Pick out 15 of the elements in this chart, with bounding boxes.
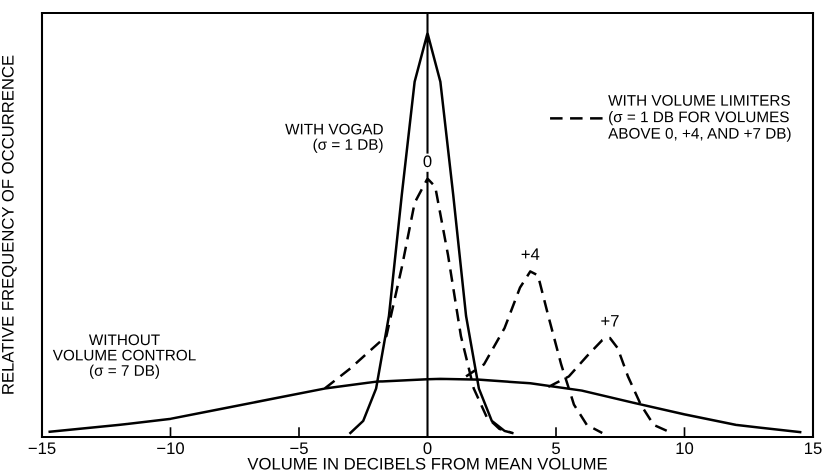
x-tick-label: 15	[805, 442, 822, 454]
y-axis-title: RELATIVE FREQUENCY OF OCCURRENCE	[2, 56, 17, 394]
x-tick-label: −5	[290, 442, 308, 454]
legend-label: WITH VOLUME LIMITERS (σ = 1 DB FOR VOLUMES ABOVE 0, +4, AND +7 DB)	[608, 94, 791, 142]
annotation: 0	[424, 155, 432, 168]
x-tick-label: 5	[552, 442, 560, 454]
x-tick-label: −15	[28, 442, 56, 454]
annotation: WITH VOGAD (σ = 1 DB)	[285, 124, 383, 153]
annotation: WITHOUT VOLUME CONTROL (σ = 7 DB)	[52, 334, 196, 379]
x-tick-label: 0	[424, 442, 432, 454]
annotation: +7	[601, 315, 619, 327]
annotation: +4	[522, 248, 540, 260]
x-tick-label: 10	[676, 442, 694, 454]
x-axis-title: VOLUME IN DECIBELS FROM MEAN VOLUME	[247, 458, 607, 470]
x-tick-label: −10	[157, 442, 184, 454]
